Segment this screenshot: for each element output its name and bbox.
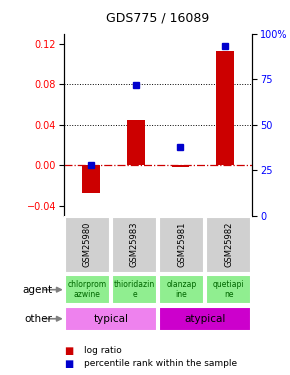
Text: percentile rank within the sample: percentile rank within the sample	[84, 359, 237, 368]
Bar	[82, 165, 100, 194]
Text: atypical: atypical	[184, 314, 226, 324]
Text: GSM25981: GSM25981	[177, 222, 186, 267]
Text: GSM25983: GSM25983	[130, 222, 139, 267]
Text: GDS775 / 16089: GDS775 / 16089	[106, 11, 210, 24]
Text: other: other	[24, 314, 52, 324]
Bar	[206, 217, 251, 273]
Text: olanzap
ine: olanzap ine	[166, 280, 197, 299]
Bar	[112, 275, 157, 304]
Bar	[171, 165, 189, 167]
Text: chlorprom
azwine: chlorprom azwine	[68, 280, 107, 299]
Text: agent: agent	[22, 285, 52, 295]
Text: ■: ■	[64, 359, 73, 369]
Bar	[216, 51, 234, 165]
Text: GSM25982: GSM25982	[224, 222, 233, 267]
Bar	[159, 217, 204, 273]
Bar	[127, 120, 145, 165]
Text: log ratio: log ratio	[84, 346, 122, 355]
Bar	[159, 275, 204, 304]
Bar	[206, 275, 251, 304]
Text: quetiapi
ne: quetiapi ne	[213, 280, 244, 299]
Bar	[159, 307, 251, 331]
Text: GSM25980: GSM25980	[83, 222, 92, 267]
Text: ■: ■	[64, 346, 73, 355]
Bar	[65, 217, 110, 273]
Bar	[112, 217, 157, 273]
Text: typical: typical	[93, 314, 128, 324]
Bar	[65, 275, 110, 304]
Bar	[65, 307, 157, 331]
Text: thioridazin
e: thioridazin e	[114, 280, 155, 299]
